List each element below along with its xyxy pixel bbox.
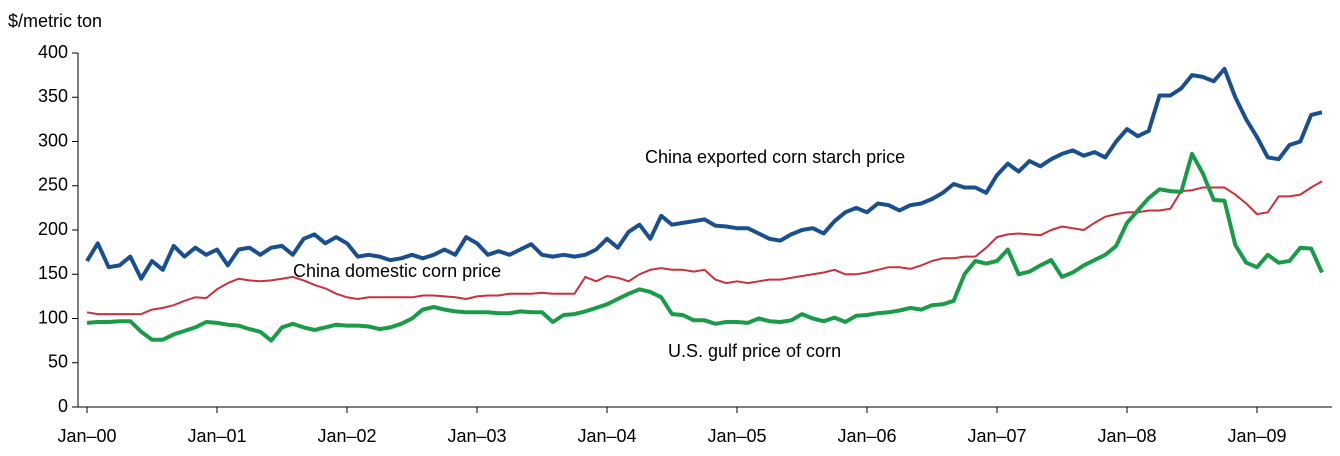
x-tick-label: Jan–04 xyxy=(577,426,636,446)
x-tick-label: Jan–09 xyxy=(1227,426,1286,446)
annotation: U.S. gulf price of corn xyxy=(668,341,841,361)
y-tick-label: 250 xyxy=(38,175,68,195)
y-tick-label: 350 xyxy=(38,86,68,106)
x-tick-label: Jan–00 xyxy=(57,426,116,446)
series-line xyxy=(86,151,1324,343)
y-tick-label: 50 xyxy=(48,352,68,372)
y-tick-label: 200 xyxy=(38,219,68,239)
x-tick-label: Jan–01 xyxy=(187,426,246,446)
x-tick-label: Jan–05 xyxy=(707,426,766,446)
y-tick-label: 400 xyxy=(38,42,68,62)
annotation: China exported corn starch price xyxy=(645,147,905,167)
y-tick-label: 150 xyxy=(38,263,68,283)
series-line xyxy=(85,66,1323,281)
x-tick-label: Jan–06 xyxy=(837,426,896,446)
y-tick-label: 0 xyxy=(58,396,68,416)
y-tick-label: 100 xyxy=(38,307,68,327)
y-axis-label: $/metric ton xyxy=(8,11,102,31)
annotation: China domestic corn price xyxy=(293,261,501,281)
x-tick-label: Jan–02 xyxy=(317,426,376,446)
x-tick-label: Jan–07 xyxy=(967,426,1026,446)
series-line xyxy=(86,180,1323,316)
x-tick-label: Jan–03 xyxy=(447,426,506,446)
x-tick-label: Jan–08 xyxy=(1097,426,1156,446)
y-tick-label: 300 xyxy=(38,130,68,150)
